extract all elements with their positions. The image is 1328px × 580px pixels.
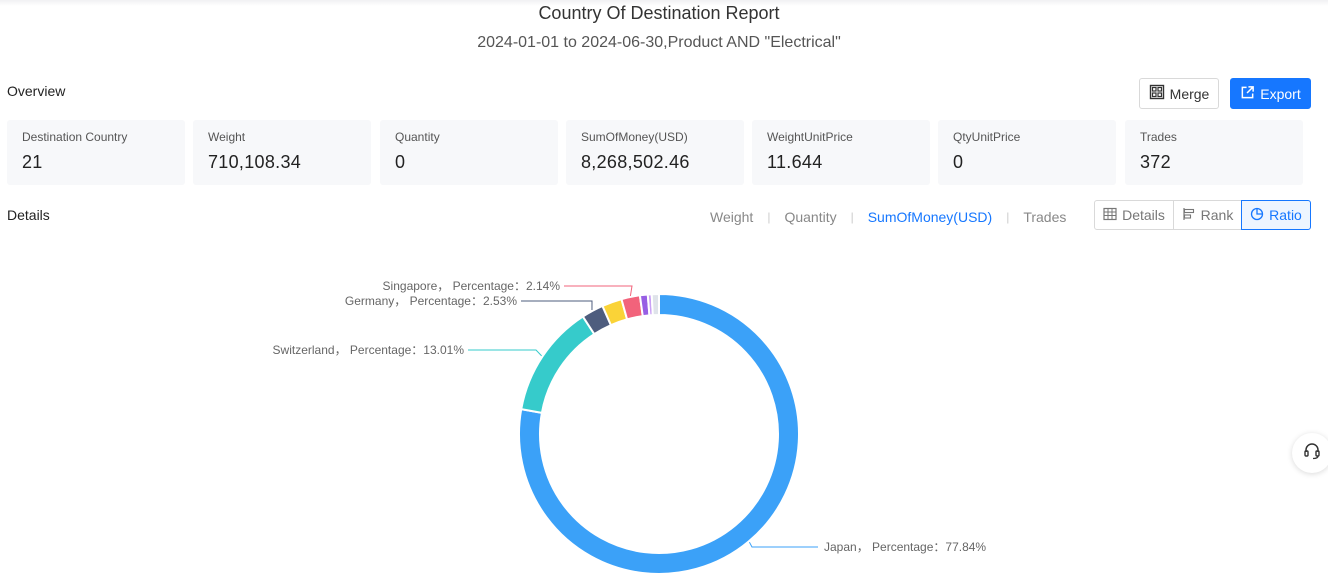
stat-card-qty-unit-price: QtyUnitPrice 0	[938, 120, 1116, 185]
tab-trades[interactable]: Trades	[1023, 209, 1067, 225]
table-icon	[1103, 207, 1117, 224]
stat-card-sum-of-money: SumOfMoney(USD) 8,268,502.46	[566, 120, 744, 185]
view-rank-button[interactable]: Rank	[1173, 200, 1242, 230]
merge-button[interactable]: Merge	[1139, 78, 1219, 109]
stat-card-weight: Weight 710,108.34	[193, 120, 371, 185]
overview-heading: Overview	[7, 83, 66, 99]
merge-label: Merge	[1169, 85, 1210, 102]
report-subtitle: 2024-01-01 to 2024-06-30,Product AND "El…	[477, 34, 841, 51]
export-button[interactable]: Export	[1230, 78, 1311, 109]
slice-label: Germany， Percentage：2.53%	[345, 294, 517, 308]
view-ratio-button[interactable]: Ratio	[1241, 200, 1311, 230]
export-label: Export	[1260, 85, 1301, 102]
slice-label: Singapore， Percentage：2.14%	[383, 279, 561, 293]
stat-value: 21	[22, 152, 43, 172]
stat-label: QtyUnitPrice	[953, 130, 1021, 144]
stat-card-quantity: Quantity 0	[380, 120, 558, 185]
tab-quantity[interactable]: Quantity	[784, 209, 837, 225]
donut-slice-switzerland[interactable]	[520, 315, 596, 415]
tab-divider: |	[850, 210, 854, 224]
label-leader-line	[468, 349, 542, 357]
merge-icon	[1149, 84, 1165, 103]
tab-divider: |	[767, 210, 771, 224]
stat-card-destination-country: Destination Country 21	[7, 120, 185, 185]
stat-label: WeightUnitPrice	[767, 130, 853, 144]
stat-value: 0	[953, 152, 964, 172]
tab-weight[interactable]: Weight	[710, 209, 754, 225]
label-leader-line	[748, 541, 818, 548]
pie-icon	[1250, 207, 1264, 224]
view-label: Details	[1122, 207, 1165, 223]
donut-slice[interactable]	[650, 292, 660, 317]
slice-label: Switzerland， Percentage：13.01%	[273, 343, 465, 357]
stat-value: 0	[395, 152, 406, 172]
details-heading: Details	[7, 207, 50, 223]
view-label: Ratio	[1269, 207, 1302, 223]
stat-label: Quantity	[395, 130, 440, 144]
stat-value: 11.644	[767, 152, 823, 172]
tab-sum-of-money[interactable]: SumOfMoney(USD)	[867, 209, 993, 225]
stat-value: 372	[1140, 152, 1171, 172]
headset-icon	[1303, 442, 1321, 465]
stat-label: Weight	[208, 130, 246, 144]
metric-tabs: Weight | Quantity | SumOfMoney(USD) | Tr…	[710, 207, 1066, 227]
top-shadow	[0, 0, 1328, 6]
stat-value: 8,268,502.46	[581, 152, 690, 172]
slice-label: Japan， Percentage：77.84%	[824, 540, 986, 554]
view-details-button[interactable]: Details	[1094, 200, 1174, 230]
stat-label: Destination Country	[22, 130, 128, 144]
stat-label: Trades	[1140, 130, 1177, 144]
export-icon	[1240, 85, 1255, 103]
report-title: Country Of Destination Report	[538, 3, 780, 23]
view-toggle: Details Rank Ratio	[1094, 200, 1311, 230]
stat-card-weight-unit-price: WeightUnitPrice 11.644	[752, 120, 930, 185]
label-leader-line	[521, 300, 593, 310]
stat-card-trades: Trades 372	[1125, 120, 1303, 185]
label-leader-line	[564, 285, 633, 297]
ratio-donut-chart: Japan， Percentage：77.84% Switzerland， Per…	[273, 279, 986, 575]
stat-label: SumOfMoney(USD)	[581, 130, 688, 144]
donut-slice-japan[interactable]	[518, 292, 800, 575]
bar-rank-icon	[1182, 207, 1196, 224]
view-label: Rank	[1200, 207, 1234, 223]
customer-support-button[interactable]	[1292, 433, 1328, 473]
stat-value: 710,108.34	[208, 152, 302, 172]
tab-divider: |	[1006, 210, 1010, 224]
